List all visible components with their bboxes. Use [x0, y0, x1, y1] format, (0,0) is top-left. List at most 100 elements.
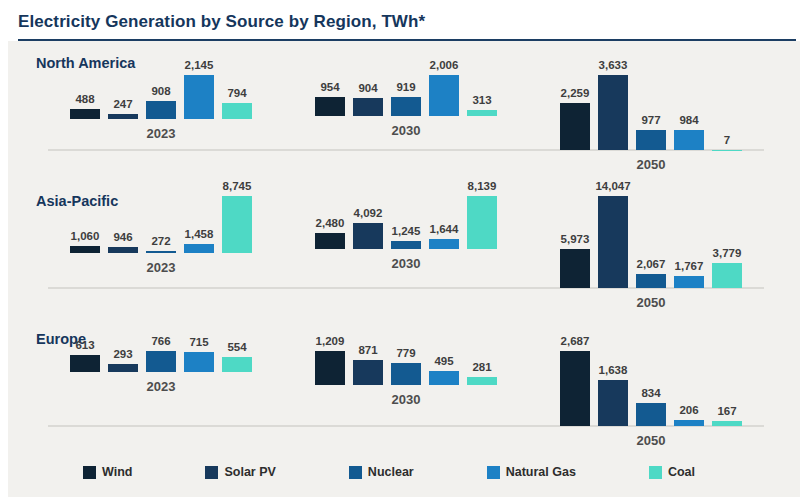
bar-value-label: 2,145 [185, 59, 214, 71]
legend-swatch-natural_gas [487, 466, 500, 479]
bar-coal [222, 357, 252, 372]
legend-item: Natural Gas [487, 465, 576, 479]
bar-groups: 4882479082,14579420239549049192,00631320… [70, 59, 742, 172]
bar-value-label: 1,458 [185, 228, 214, 240]
page-header: Electricity Generation by Source by Regi… [0, 0, 800, 32]
year-label: 2050 [637, 157, 666, 172]
bar-value-label: 5,973 [561, 233, 590, 245]
bar-coal [712, 263, 742, 288]
bar-value-label: 1,644 [430, 223, 459, 235]
bar-value-label: 8,745 [223, 180, 252, 192]
bar-column: 977 [636, 114, 666, 150]
bar-column: 1,767 [674, 260, 704, 288]
bars: 5,973 14,047 2,067 1,767 3,779 [560, 180, 742, 288]
bar-value-label: 1,638 [599, 364, 628, 376]
legend-label: Natural Gas [506, 465, 576, 479]
bars: 1,0609462721,4588,745 [70, 180, 252, 253]
bar-value-label: 984 [679, 114, 698, 126]
bar-value-label: 8,139 [468, 180, 497, 192]
bar-natural_gas [674, 276, 704, 288]
bar-value-label: 908 [151, 85, 170, 97]
bar-group: 2,6871,6388342061672050 [560, 335, 742, 448]
bar-column: 908 [146, 85, 176, 120]
bar-value-label: 2,067 [637, 258, 666, 270]
bar-wind [70, 246, 100, 253]
bar-column: 1,209 [315, 335, 345, 385]
bar-solar_pv [598, 380, 628, 426]
bars: 2,6871,638834206167 [560, 335, 742, 426]
bar-value-label: 904 [358, 82, 377, 94]
page-title: Electricity Generation by Source by Regi… [18, 12, 796, 32]
bar-column: 2,145 [184, 59, 214, 119]
bar-value-label: 247 [113, 98, 132, 110]
bar-wind [315, 351, 345, 385]
bar-value-label: 871 [358, 344, 377, 356]
legend-label: Wind [102, 465, 132, 479]
bar-value-label: 766 [151, 335, 170, 347]
bar-nuclear [146, 251, 176, 253]
bar-solar_pv [353, 223, 383, 250]
bar-group: 6132937667155542023 [70, 335, 252, 448]
bar-value-label: 2,687 [561, 335, 590, 347]
bar-column: 3,633 [598, 59, 628, 150]
bar-column: 984 [674, 114, 704, 150]
year-label: 2030 [392, 392, 421, 407]
bar-column: 904 [353, 82, 383, 117]
legend-item: Wind [83, 465, 132, 479]
year-label: 2030 [392, 256, 421, 271]
bar-value-label: 272 [151, 235, 170, 247]
bar-value-label: 206 [679, 404, 698, 416]
bar-column: 4,092 [353, 207, 383, 250]
bar-value-label: 3,633 [599, 59, 628, 71]
bars: 2,2593,6339779847 [560, 59, 742, 150]
bar-group: 1,2098717794952812030 [315, 335, 497, 448]
year-label: 2030 [392, 123, 421, 138]
bar-solar_pv [108, 364, 138, 372]
legend-label: Coal [668, 465, 695, 479]
legend-label: Solar PV [224, 465, 275, 479]
bar-column: 293 [108, 348, 138, 372]
bar-column: 281 [467, 361, 497, 385]
bar-value-label: 2,006 [430, 59, 459, 71]
year-label: 2023 [147, 126, 176, 141]
year-label: 2050 [637, 433, 666, 448]
bar-column: 1,060 [70, 230, 100, 253]
bar-column: 779 [391, 347, 421, 385]
bar-wind [315, 233, 345, 249]
region-row: Asia-Pacific1,0609462721,4588,74520232,4… [8, 179, 800, 317]
bar-column: 715 [184, 336, 214, 372]
bar-column: 1,638 [598, 364, 628, 426]
bar-value-label: 3,779 [713, 247, 742, 259]
bar-column: 1,245 [391, 225, 421, 249]
bar-solar_pv [598, 75, 628, 150]
bar-column: 206 [674, 404, 704, 426]
bar-value-label: 1,767 [675, 260, 704, 272]
bar-column: 919 [391, 81, 421, 116]
bar-coal [222, 103, 252, 119]
bar-nuclear [146, 351, 176, 372]
bar-column: 2,480 [315, 217, 345, 249]
bars: 2,480 4,092 1,245 1,644 8,139 [315, 180, 497, 249]
chart-legend: Wind Solar PV Nuclear Natural Gas Coal [8, 455, 800, 497]
bar-column: 14,047 [598, 180, 628, 288]
bar-wind [560, 249, 590, 288]
bar-column: 954 [315, 81, 345, 117]
bar-groups: 61329376671555420231,2098717794952812030… [70, 335, 742, 448]
bar-column: 794 [222, 87, 252, 119]
bar-column: 2,259 [560, 87, 590, 150]
legend-item: Nuclear [349, 465, 414, 479]
bar-coal [467, 196, 497, 249]
bar-column: 834 [636, 387, 666, 426]
bar-value-label: 14,047 [595, 180, 630, 192]
bar-coal [712, 421, 742, 426]
bar-value-label: 779 [396, 347, 415, 359]
bar-value-label: 488 [75, 93, 94, 105]
bar-natural_gas [429, 75, 459, 116]
bars: 488 247 908 2,145 794 [70, 59, 252, 119]
bar-value-label: 4,092 [354, 207, 383, 219]
bar-solar_pv [108, 114, 138, 119]
bar-column: 8,139 [467, 180, 497, 249]
bar-groups: 1,0609462721,4588,74520232,4804,0921,245… [70, 180, 742, 310]
bar-value-label: 554 [227, 341, 246, 353]
bars: 1,209871779495281 [315, 335, 497, 385]
